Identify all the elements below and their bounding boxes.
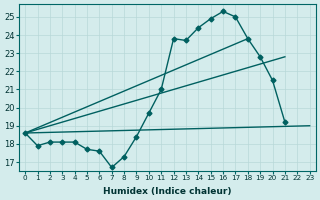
X-axis label: Humidex (Indice chaleur): Humidex (Indice chaleur) xyxy=(103,187,232,196)
